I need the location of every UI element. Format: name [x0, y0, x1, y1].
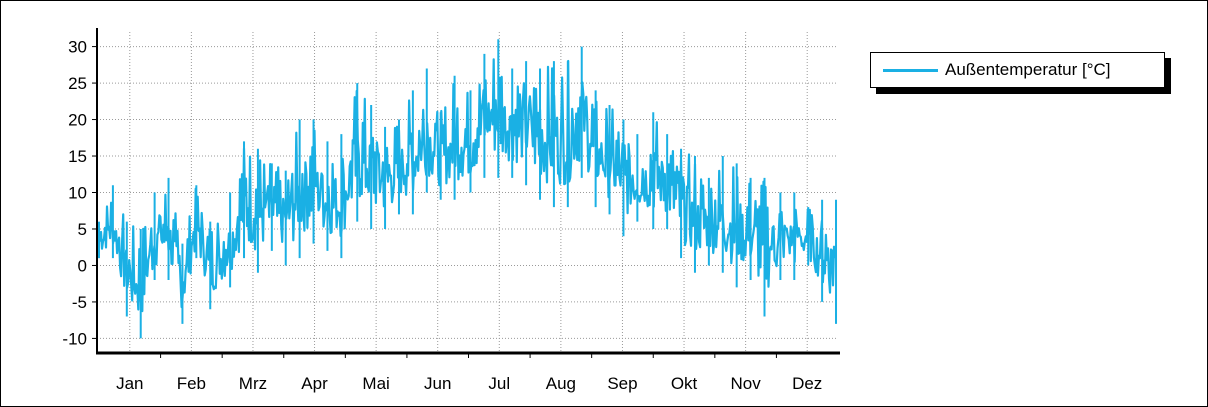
grid — [97, 32, 838, 353]
x-tick-label: Jul — [488, 374, 510, 393]
y-tick-label: 10 — [68, 184, 87, 203]
axes — [92, 28, 840, 358]
tick-labels: -10 -5 0 5 10 15 20 25 30 Jan Feb Mrz Apr Mai Jun Jul Au… — [62, 38, 822, 393]
x-tick-label: Mrz — [239, 374, 267, 393]
y-tick-label: 5 — [78, 220, 87, 239]
x-tick-label: Okt — [671, 374, 698, 393]
y-tick-label: -5 — [72, 293, 87, 312]
y-tick-label: 0 — [78, 256, 87, 275]
legend-swatch-line — [883, 69, 938, 72]
x-tick-label: Apr — [301, 374, 328, 393]
series-area — [98, 39, 838, 339]
y-tick-label: 20 — [68, 111, 87, 130]
y-tick-label: 30 — [68, 38, 87, 57]
y-tick-label: 25 — [68, 74, 87, 93]
series-line-aussentemperatur — [98, 58, 837, 313]
x-tick-label: Feb — [177, 374, 206, 393]
x-tick-label: Jan — [116, 374, 143, 393]
y-tick-label: 15 — [68, 147, 87, 166]
legend: Außentemperatur [°C] — [870, 52, 1165, 88]
x-tick-label: Dez — [792, 374, 822, 393]
x-tick-label: Aug — [546, 374, 576, 393]
y-tick-label: -10 — [62, 329, 87, 348]
x-tick-label: Jun — [424, 374, 451, 393]
x-tick-label: Mai — [362, 374, 389, 393]
legend-label: Außentemperatur [°C] — [945, 60, 1111, 79]
x-tick-label: Nov — [731, 374, 762, 393]
x-tick-label: Sep — [607, 374, 637, 393]
